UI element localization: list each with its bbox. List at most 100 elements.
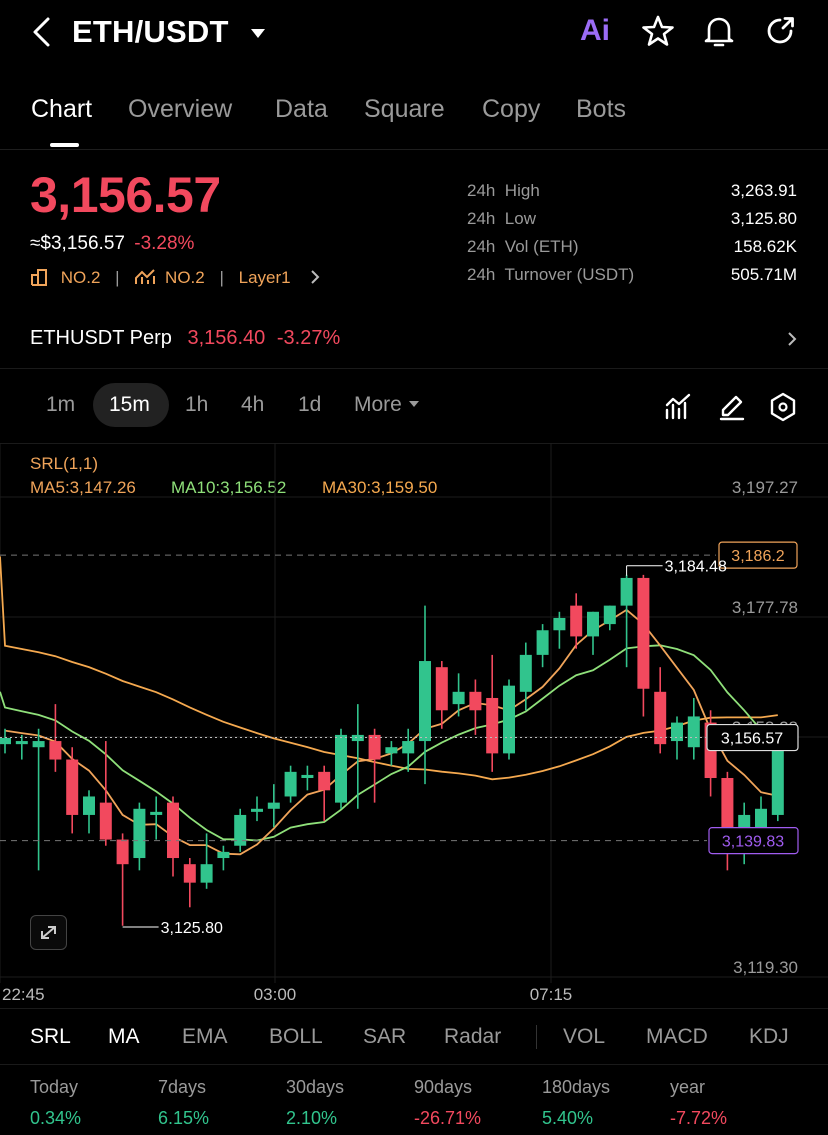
candle-up xyxy=(251,808,263,812)
ma30-line xyxy=(0,556,778,781)
candlestick-chart[interactable]: 3,197.273,177.783,158.283,119.3022:4503:… xyxy=(0,443,828,1008)
favorite-star-icon[interactable] xyxy=(641,14,675,53)
indicator-sar[interactable]: SAR xyxy=(363,1025,407,1048)
timeframe-more[interactable]: More xyxy=(354,393,420,417)
chevron-left-icon xyxy=(33,17,50,47)
candle-down xyxy=(318,771,331,791)
tab-bots[interactable]: Bots xyxy=(576,95,627,123)
stat-turnover-label: 24h Turnover (USDT) xyxy=(467,265,635,284)
timeframe-4h[interactable]: 4h xyxy=(241,393,265,416)
tab-chart[interactable]: Chart xyxy=(31,95,93,123)
tab-copy[interactable]: Copy xyxy=(482,95,541,123)
rank-trend-icon xyxy=(135,269,156,284)
candle-up xyxy=(200,864,213,883)
indicator-ma[interactable]: MA xyxy=(108,1025,140,1048)
perp-divider xyxy=(0,368,828,369)
indicator-settings-icon[interactable] xyxy=(664,393,692,426)
perf-today-value: 0.34% xyxy=(30,1108,82,1128)
candle-up xyxy=(385,747,398,754)
perf-90days-label: 90days xyxy=(414,1077,473,1097)
perp-link[interactable]: ETHUSDT Perp 3,156.40 -3.27% xyxy=(30,327,800,350)
stat-vol-value: 158.62K xyxy=(733,237,797,256)
y-tick-label: 3,119.30 xyxy=(733,958,798,977)
support-tag-label: 3,139.83 xyxy=(722,834,784,851)
tab-overview[interactable]: Overview xyxy=(128,95,233,123)
chart-settings-hexagon-icon[interactable] xyxy=(769,392,797,427)
fullscreen-expand-button[interactable] xyxy=(30,915,67,950)
candle-up xyxy=(133,808,146,859)
candle-down xyxy=(469,691,482,711)
candle-up xyxy=(771,734,784,815)
perf-today-label: Today xyxy=(30,1077,79,1097)
active-tab-indicator xyxy=(50,143,79,147)
perf-7days-label: 7days xyxy=(158,1077,207,1097)
indicator-srl[interactable]: SRL xyxy=(30,1025,71,1048)
draw-pencil-icon[interactable] xyxy=(718,393,746,426)
timeframe-1h[interactable]: 1h xyxy=(185,393,209,416)
candle-up xyxy=(603,605,616,625)
candle-up xyxy=(32,741,45,748)
rank-row[interactable]: NO.2 | NO.2 | Layer1 xyxy=(30,268,321,288)
perf-year-label: year xyxy=(670,1077,706,1097)
srl-legend: SRL(1,1) xyxy=(30,454,99,473)
indicator-kdj[interactable]: KDJ xyxy=(749,1025,789,1048)
ma30-legend: MA30:3,159.50 xyxy=(322,478,438,497)
candle-down xyxy=(637,577,650,689)
candle-down xyxy=(721,778,734,843)
candle-up xyxy=(553,617,566,631)
expand-icon xyxy=(41,926,56,939)
perp-change: -3.27% xyxy=(276,327,341,349)
candle-down xyxy=(66,759,79,815)
ma10-legend: MA10:3,156.52 xyxy=(171,478,287,497)
usd-equivalent: ≈$3,156.57 xyxy=(30,233,125,254)
perf-90days-value: -26.71% xyxy=(414,1108,482,1128)
x-tick-label: 22:45 xyxy=(2,985,45,1004)
candle-up xyxy=(536,630,549,655)
stat-turnover-value: 505.71M xyxy=(730,265,797,284)
candle-up xyxy=(687,716,700,748)
indicator-ema[interactable]: EMA xyxy=(182,1025,228,1048)
indicator-boll[interactable]: BOLL xyxy=(269,1025,323,1048)
timeframe-1m[interactable]: 1m xyxy=(46,393,76,416)
y-tick-label: 3,177.78 xyxy=(732,598,798,617)
timeframe-15m[interactable]: 15m xyxy=(109,393,150,416)
bell-icon[interactable] xyxy=(703,14,735,53)
share-icon[interactable] xyxy=(763,14,797,53)
candle-down xyxy=(183,864,196,883)
candle-up xyxy=(755,808,767,828)
perf-year-value: -7.72% xyxy=(670,1108,728,1128)
pair-dropdown-icon[interactable] xyxy=(250,26,266,44)
timeframe-1d[interactable]: 1d xyxy=(298,393,322,416)
tab-square[interactable]: Square xyxy=(364,95,445,123)
indicator-radar[interactable]: Radar xyxy=(444,1025,502,1048)
indicator-vol[interactable]: VOL xyxy=(563,1025,606,1048)
ai-button[interactable]: Ai xyxy=(580,14,610,47)
candle-up xyxy=(301,774,314,779)
caret-down-icon xyxy=(408,401,419,407)
candle-down xyxy=(99,802,112,840)
candle-up xyxy=(620,577,633,606)
current-price-tag-label: 3,156.57 xyxy=(721,731,783,748)
timeframe-active-pill xyxy=(93,383,169,427)
tab-data[interactable]: Data xyxy=(275,95,328,123)
candle-up xyxy=(335,734,347,803)
candle-up xyxy=(402,741,415,754)
min-price-label: 3,125.80 xyxy=(161,920,223,937)
candle-up xyxy=(671,722,683,742)
candle-down xyxy=(654,691,667,745)
current-price-tag xyxy=(706,723,799,752)
candle-up xyxy=(150,811,163,815)
indicator-macd[interactable]: MACD xyxy=(646,1025,708,1048)
indicator-separator xyxy=(536,1025,537,1049)
stat-high-value: 3,263.91 xyxy=(730,181,797,200)
pair-title[interactable]: ETH/USDT xyxy=(72,14,229,49)
candle-down xyxy=(570,605,583,637)
support-tag xyxy=(708,827,799,855)
candle-down xyxy=(167,802,179,859)
ma5-legend: MA5:3,147.26 xyxy=(30,478,136,497)
back-button[interactable] xyxy=(28,16,56,48)
candle-down xyxy=(435,667,448,711)
candle-down xyxy=(368,734,381,760)
y-tick-label: 3,197.27 xyxy=(732,478,798,497)
category-tag: Layer1 xyxy=(238,268,291,287)
